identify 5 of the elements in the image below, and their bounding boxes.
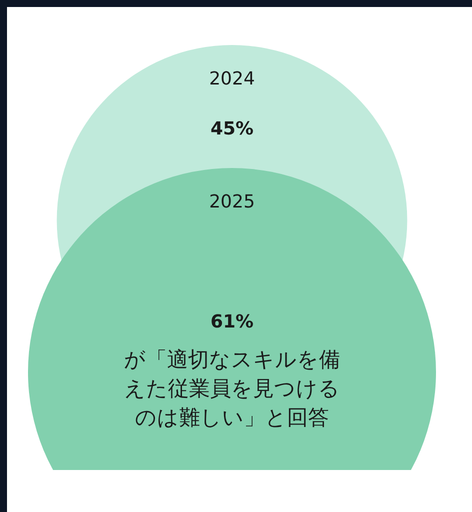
category-label: 2025: [209, 192, 255, 213]
category-label: 2024: [209, 68, 255, 90]
text: が「適切なスキルを備えた従業員を見つけるのは難しい」と回答: [124, 347, 340, 430]
data-label: 45%: [210, 118, 254, 140]
data-label: 61%: [210, 312, 254, 333]
